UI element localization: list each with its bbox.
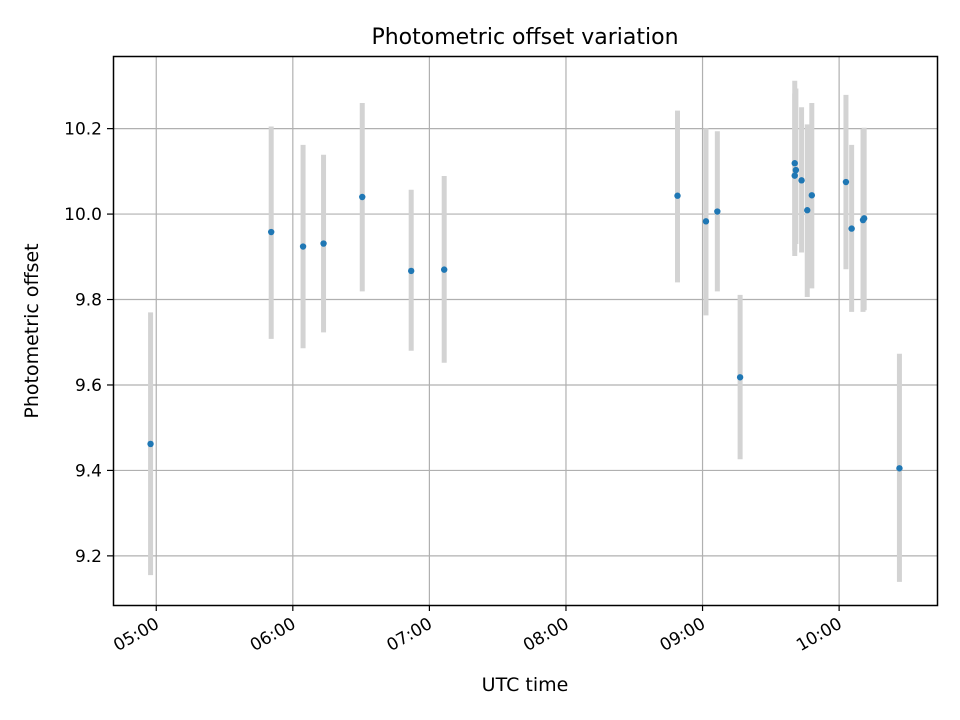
y-axis-label: Photometric offset [21, 243, 43, 418]
y-tick-label: 9.2 [75, 547, 102, 567]
x-tick-label: 08:00 [520, 614, 572, 656]
data-points [147, 160, 903, 472]
grid-lines [113, 56, 937, 605]
data-point [860, 215, 868, 222]
error-bars [148, 80, 902, 582]
data-point [848, 225, 855, 232]
data-point [299, 243, 307, 250]
data-point [804, 207, 811, 214]
x-tick-label: 05:00 [110, 614, 162, 656]
data-point [808, 192, 816, 199]
data-point [440, 266, 448, 273]
x-axis-label: UTC time [482, 674, 569, 696]
data-point [791, 160, 798, 167]
y-tick-label: 9.6 [75, 376, 102, 396]
data-point [359, 193, 366, 201]
plot-frame [112, 55, 939, 607]
chart-title: Photometric offset variation [371, 25, 678, 50]
data-point [674, 192, 681, 199]
x-tick-label: 10:00 [793, 614, 845, 656]
y-tick-label: 9.8 [75, 291, 102, 311]
data-point [267, 228, 275, 236]
data-point [714, 208, 721, 215]
data-point [702, 218, 710, 225]
x-tick-label: 06:00 [247, 614, 299, 656]
data-point [842, 178, 850, 186]
x-tick-label: 07:00 [383, 614, 435, 656]
data-point [798, 177, 805, 184]
data-point [736, 374, 744, 381]
y-tick-label: 9.4 [75, 461, 102, 481]
y-axis-ticks: 9.2 9.4 9.6 9.8 10.0 10.2 [64, 120, 113, 567]
y-tick-label: 10.0 [64, 205, 102, 225]
data-point [407, 267, 415, 275]
x-tick-label: 09:00 [657, 614, 709, 656]
data-point [792, 166, 800, 174]
data-point [147, 440, 154, 448]
data-point [896, 465, 903, 472]
data-point [320, 240, 327, 247]
x-axis-ticks: 05:00 06:00 07:00 08:00 09:00 10:00 [110, 605, 846, 656]
y-tick-label: 10.2 [64, 120, 102, 140]
data-point [791, 172, 798, 179]
